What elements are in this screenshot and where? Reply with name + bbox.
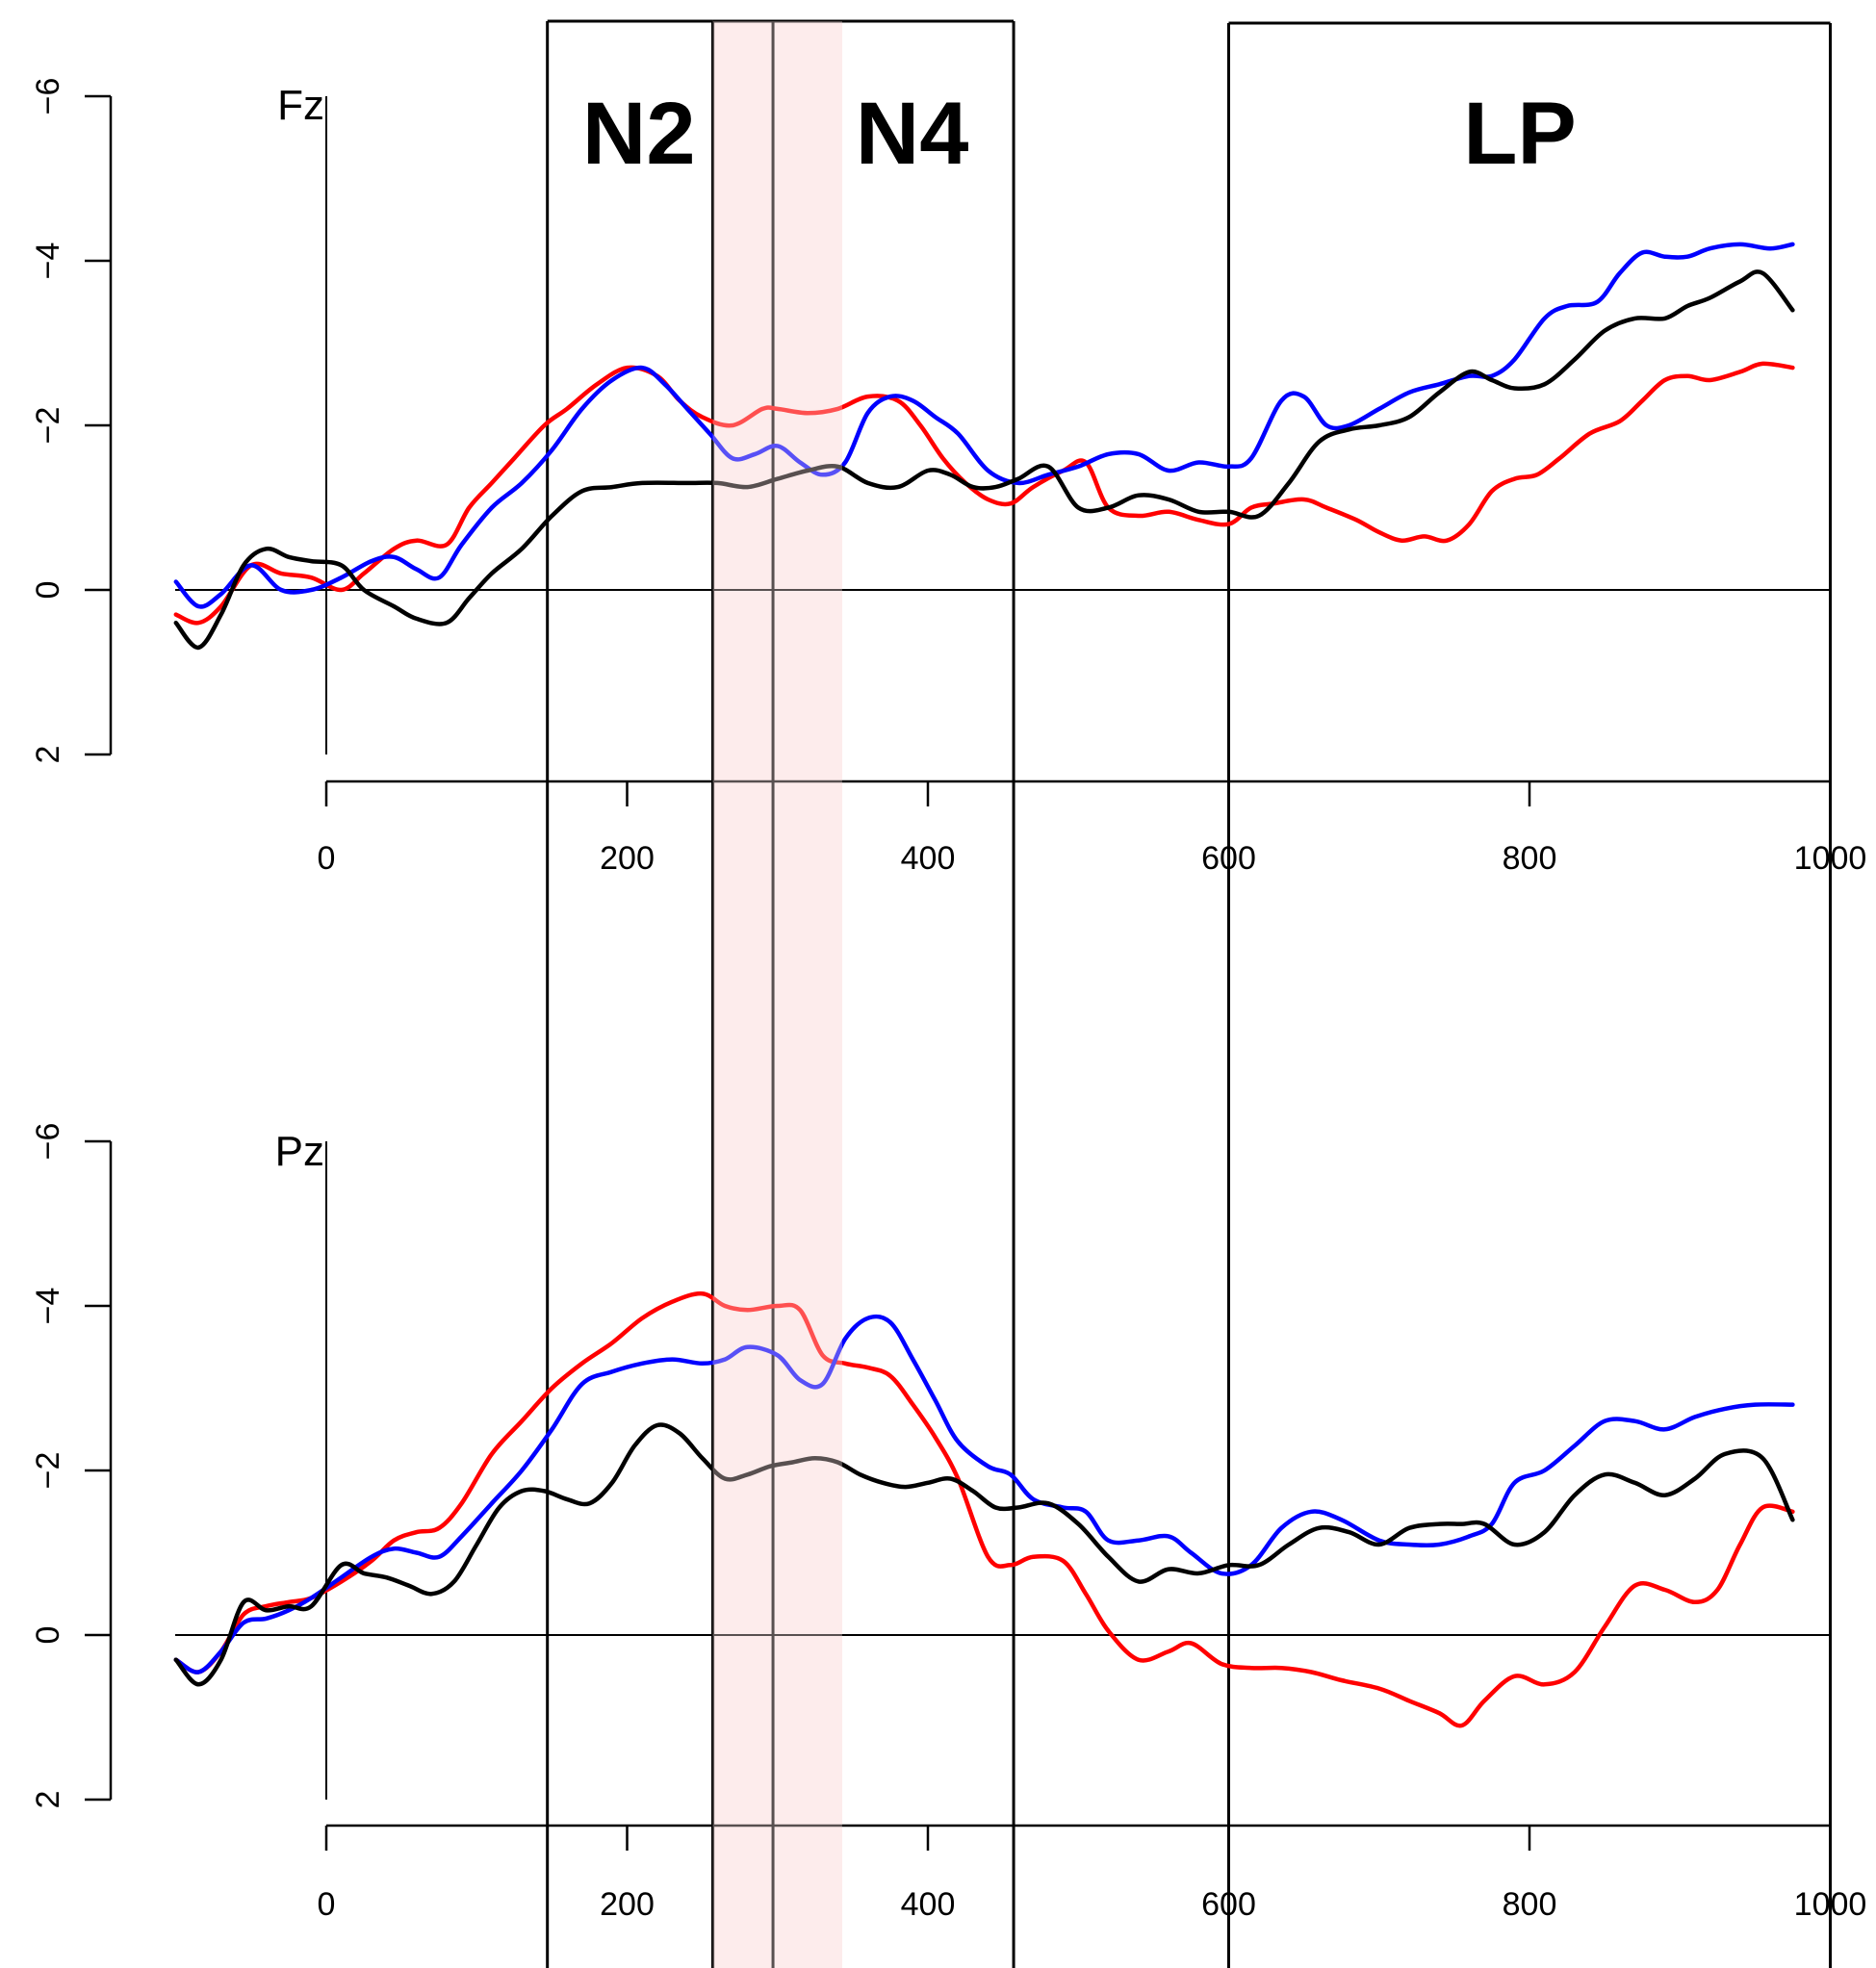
- y-tick-label: −6: [30, 78, 66, 115]
- window-label-n4: N4: [856, 85, 969, 183]
- y-tick-label: −4: [30, 243, 66, 280]
- x-tick-label: 400: [901, 1886, 956, 1923]
- shade-layer: [712, 21, 842, 1968]
- window-label-lp: LP: [1463, 85, 1577, 183]
- series-line-blue: [173, 242, 1795, 609]
- x-tick-label: 200: [600, 840, 655, 877]
- x-tick-label: 800: [1503, 840, 1557, 877]
- panels: −6 −4 −2 0 2 0 200 400 600 800 1000 Fz −6 −4 −2 0 2 0 200 4…: [30, 21, 1866, 1968]
- series-line-black: [173, 269, 1795, 651]
- y-tick-label: 0: [30, 581, 66, 600]
- y-tick-label: −2: [30, 407, 66, 445]
- x-tick-label: 1000: [1794, 840, 1867, 877]
- y-tick-label: −6: [30, 1123, 66, 1161]
- panel-fz: −6 −4 −2 0 2 0 200 400 600 800 1000 Fz: [30, 78, 1866, 877]
- series-line-red: [173, 361, 1795, 626]
- y-tick-label: 0: [30, 1626, 66, 1645]
- y-tick-label: −4: [30, 1288, 66, 1325]
- electrode-label: Fz: [277, 82, 324, 129]
- window-labels: N2 N4 LP: [582, 85, 1577, 183]
- series-line-blue: [173, 1314, 1795, 1674]
- series-line-black: [173, 1422, 1795, 1687]
- window-label-n2: N2: [582, 85, 696, 183]
- x-tick-label: 600: [1201, 840, 1256, 877]
- time-windows: [546, 19, 1832, 1968]
- x-tick-label: 1000: [1794, 1886, 1867, 1923]
- shaded-interval-overlay: [712, 21, 842, 1968]
- y-tick-label: 2: [30, 1791, 66, 1809]
- x-tick-label: 800: [1503, 1886, 1557, 1923]
- y-tick-label: 2: [30, 746, 66, 764]
- electrode-label: Pz: [275, 1128, 324, 1175]
- x-tick-label: 400: [901, 840, 956, 877]
- panel-pz: −6 −4 −2 0 2 0 200 400 600 800 1000 Pz: [30, 1123, 1866, 1923]
- x-tick-label: 0: [318, 1886, 336, 1923]
- x-tick-label: 600: [1201, 1886, 1256, 1923]
- series-line-red: [173, 1291, 1795, 1728]
- x-tick-label: 200: [600, 1886, 655, 1923]
- x-tick-label: 0: [318, 840, 336, 877]
- y-tick-label: −2: [30, 1452, 66, 1490]
- shaded-interval: [712, 21, 842, 1968]
